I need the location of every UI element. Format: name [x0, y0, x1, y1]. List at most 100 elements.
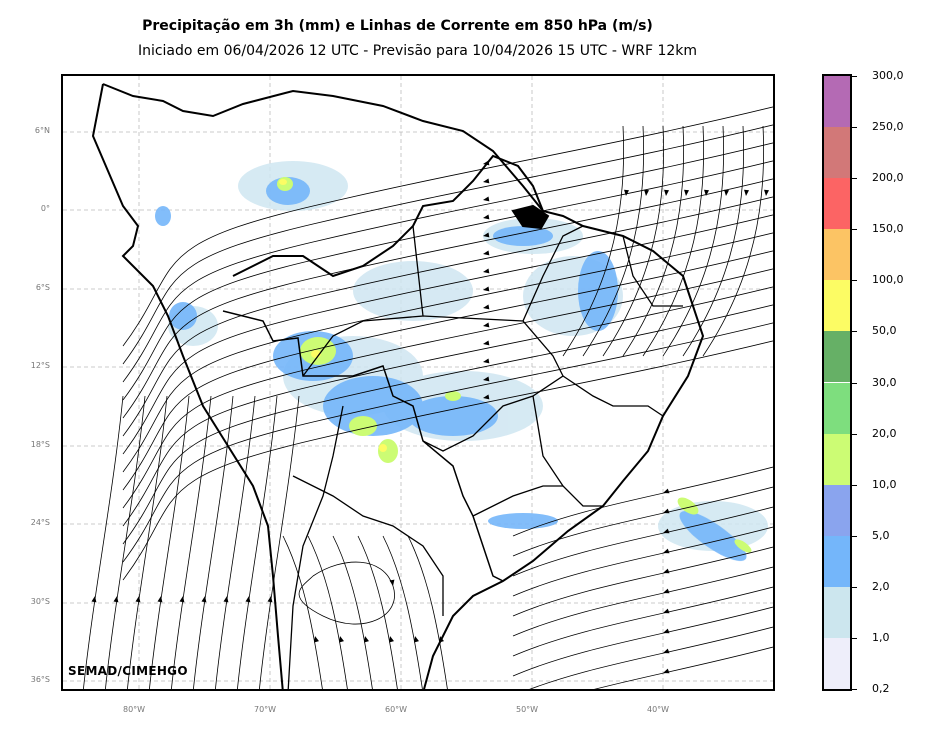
streamline	[512, 466, 773, 537]
colorbar-tick	[852, 535, 857, 537]
streamline-arrow	[483, 358, 490, 364]
colorbar-segment	[824, 382, 850, 434]
lon-label: 40°W	[647, 705, 670, 714]
streamline-arrow	[663, 668, 670, 674]
streamline-arrow	[663, 588, 670, 594]
streamline-arrow	[245, 596, 251, 603]
colorbar-tick-label: 100,0	[872, 273, 904, 287]
streamline-arrow	[483, 160, 490, 166]
streamline	[512, 526, 773, 597]
colorbar-tick	[852, 382, 857, 384]
streamline	[512, 486, 773, 557]
streamline	[215, 395, 256, 689]
colorbar-segment	[824, 484, 850, 536]
streamline	[122, 268, 773, 509]
streamline	[642, 125, 704, 357]
colorbar-tick-label: 0,2	[872, 682, 890, 695]
streamline	[332, 535, 373, 689]
lat-label: 6°S	[35, 283, 50, 292]
colorbar-tick-label: 150,0	[872, 222, 904, 236]
colorbar-tick	[852, 127, 857, 129]
streamline	[298, 561, 395, 625]
streamlines	[83, 106, 773, 689]
streamline	[127, 395, 168, 689]
streamline	[602, 125, 664, 357]
colorbar-tick	[852, 178, 857, 180]
graticule	[63, 76, 773, 689]
streamline	[357, 535, 398, 689]
streamline	[307, 535, 348, 689]
colorbar-tick	[852, 280, 857, 282]
streamline	[171, 395, 212, 689]
streamline-arrow	[624, 189, 630, 196]
streamline	[122, 196, 773, 437]
lon-label: 50°W	[516, 705, 539, 714]
colorbar-tick	[852, 229, 857, 231]
streamline	[237, 395, 278, 689]
streamline-arrow	[439, 636, 444, 643]
streamline	[382, 535, 423, 689]
colorbar-tick	[852, 76, 857, 77]
streamline-arrow	[663, 528, 670, 534]
streamline	[193, 395, 234, 689]
streamline	[105, 395, 146, 689]
streamline-arrow	[663, 648, 670, 654]
streamline	[662, 125, 724, 357]
streamline	[122, 232, 773, 473]
colorbar-segment	[824, 637, 850, 689]
lon-label: 80°W	[123, 705, 146, 714]
colorbar-segment	[824, 178, 850, 230]
colorbar-segment	[824, 280, 850, 332]
streamline	[122, 322, 773, 563]
precipitation-field	[155, 161, 768, 561]
streamline-arrow	[483, 250, 490, 256]
streamline	[149, 395, 190, 689]
colorbar-segment	[824, 229, 850, 281]
colorbar-segment	[824, 586, 850, 638]
streamline	[122, 214, 773, 455]
streamline	[122, 178, 773, 419]
streamline	[282, 535, 323, 689]
streamline-arrow	[663, 568, 670, 574]
chart-title: Precipitação em 3h (mm) e Linhas de Corr…	[142, 18, 653, 34]
streamline-arrow	[179, 596, 185, 603]
streamline	[122, 304, 773, 545]
colorbar-segment	[824, 433, 850, 485]
lat-label: 0°	[40, 204, 50, 213]
colorbar-tick	[852, 637, 857, 639]
colorbar-tick	[852, 689, 857, 690]
streamline	[702, 125, 764, 357]
streamline-arrow	[644, 189, 650, 196]
colorbar-tick-label: 10,0	[872, 477, 897, 491]
streamline-arrow	[91, 596, 97, 603]
political-boundaries	[91, 83, 705, 689]
colorbar-tick-label: 250,0	[872, 120, 904, 134]
streamline-arrow	[483, 232, 490, 238]
streamline-arrow	[663, 488, 670, 494]
streamline-arrow	[483, 178, 490, 184]
streamline-arrow	[483, 322, 490, 328]
streamline-arrow	[764, 189, 770, 196]
colorbar-tick	[852, 433, 857, 435]
streamline-arrow	[267, 596, 273, 603]
streamline	[529, 626, 773, 689]
streamline	[512, 506, 773, 577]
streamline	[582, 125, 644, 357]
streamline	[407, 535, 448, 689]
lon-label: 60°W	[385, 705, 408, 714]
streamline-arrow	[483, 340, 490, 346]
streamline-arrow	[223, 596, 229, 603]
streamline	[512, 586, 773, 657]
streamline-arrow	[339, 636, 344, 643]
streamline	[122, 106, 773, 347]
streamline-arrow	[135, 596, 141, 603]
colorbar-tick	[852, 331, 857, 333]
streamline-arrow	[113, 596, 119, 603]
colorbar-tick	[852, 586, 857, 588]
streamline-arrow	[663, 548, 670, 554]
streamline	[594, 646, 773, 689]
streamline	[682, 125, 744, 357]
streamline-arrow	[414, 636, 419, 643]
streamline-arrow	[483, 196, 490, 202]
credit-label: SEMAD/CIMEHGO	[68, 664, 188, 678]
